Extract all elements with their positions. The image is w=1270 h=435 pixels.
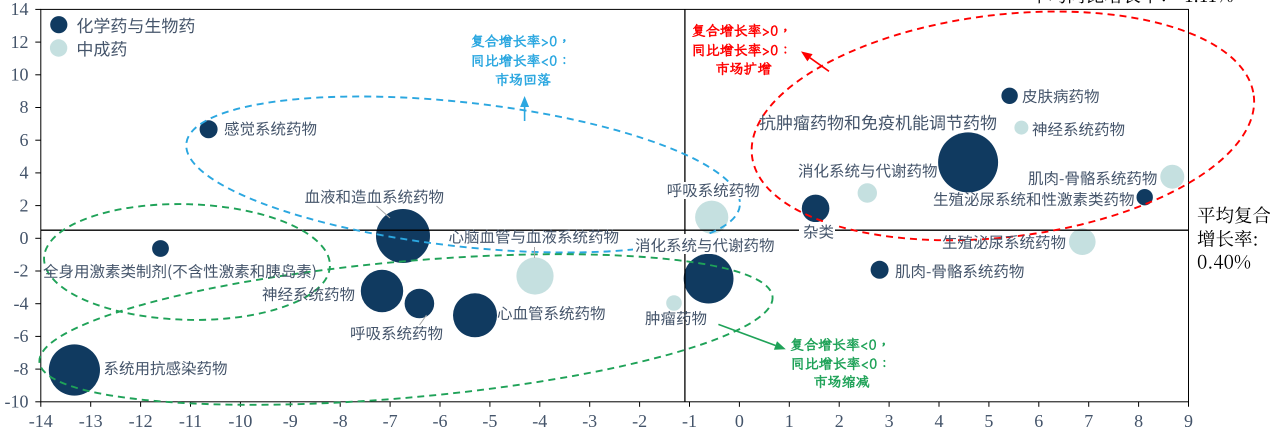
svg-text:-13: -13 (79, 411, 103, 430)
svg-text:4: 4 (935, 411, 944, 430)
svg-text:2: 2 (835, 411, 844, 430)
svg-text:2: 2 (20, 195, 29, 215)
svg-text:-6: -6 (14, 326, 29, 346)
svg-text:-7: -7 (383, 411, 398, 430)
svg-text:14: 14 (11, 0, 29, 19)
svg-text:0: 0 (20, 228, 29, 248)
svg-text:9: 9 (1184, 411, 1193, 430)
svg-text:10: 10 (11, 65, 29, 85)
svg-text:-9: -9 (283, 411, 298, 430)
svg-text:-2: -2 (14, 261, 29, 281)
svg-text:7: 7 (1084, 411, 1093, 430)
svg-text:-1: -1 (682, 411, 697, 430)
svg-text:-8: -8 (333, 411, 348, 430)
svg-text:-12: -12 (129, 411, 153, 430)
svg-text:-2: -2 (632, 411, 647, 430)
svg-text:1: 1 (785, 411, 794, 430)
svg-text:8: 8 (20, 97, 29, 117)
svg-text:8: 8 (1134, 411, 1143, 430)
svg-text:4: 4 (20, 163, 29, 183)
svg-text:-4: -4 (532, 411, 547, 430)
svg-text:3: 3 (885, 411, 894, 430)
svg-text:-14: -14 (29, 411, 53, 430)
svg-text:6: 6 (1034, 411, 1043, 430)
svg-text:5: 5 (984, 411, 993, 430)
svg-text:-3: -3 (582, 411, 597, 430)
svg-text:-11: -11 (179, 411, 202, 430)
svg-text:12: 12 (11, 32, 29, 52)
svg-text:0: 0 (735, 411, 744, 430)
svg-text:-4: -4 (14, 293, 29, 313)
svg-text:-5: -5 (482, 411, 497, 430)
svg-text:6: 6 (20, 130, 29, 150)
svg-text:-6: -6 (433, 411, 448, 430)
svg-text:-10: -10 (228, 411, 252, 430)
svg-text:-8: -8 (14, 359, 29, 379)
svg-text:-10: -10 (5, 392, 29, 412)
